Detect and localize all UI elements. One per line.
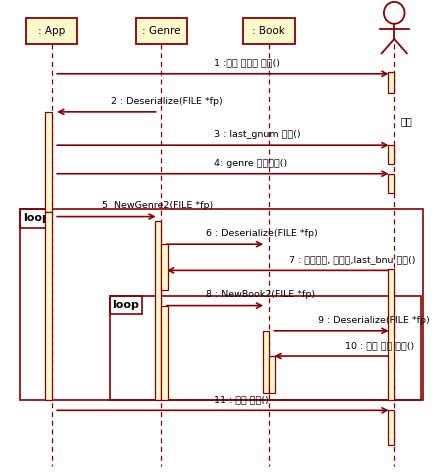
Text: 9 : Deserialize(FILE *fp): 9 : Deserialize(FILE *fp) bbox=[318, 316, 430, 325]
Bar bbox=[388, 145, 394, 164]
Text: loop: loop bbox=[23, 213, 50, 224]
Bar bbox=[20, 209, 52, 228]
Bar bbox=[45, 212, 52, 400]
Text: loop: loop bbox=[112, 300, 139, 310]
Bar bbox=[110, 296, 421, 400]
Text: 5  NewGenre2(FILE *fp): 5 NewGenre2(FILE *fp) bbox=[102, 201, 213, 210]
Bar bbox=[155, 221, 161, 400]
Bar bbox=[45, 112, 52, 212]
Bar bbox=[20, 209, 423, 400]
Bar bbox=[110, 296, 142, 314]
Text: 6 : Deserialize(FILE *fp): 6 : Deserialize(FILE *fp) bbox=[207, 229, 318, 238]
Bar bbox=[161, 306, 168, 400]
Text: 2 : Deserialize(FILE *fp): 2 : Deserialize(FILE *fp) bbox=[111, 97, 222, 106]
Text: 11 : 파일 닫기(): 11 : 파일 닫기() bbox=[214, 395, 269, 404]
Text: 파일: 파일 bbox=[401, 117, 413, 127]
Text: 7 : 장르번호, 장르명,last_bnu 읽기(): 7 : 장르번호, 장르명,last_bnu 읽기() bbox=[289, 255, 415, 264]
Text: : Genre: : Genre bbox=[142, 26, 181, 36]
Text: 4: genre 개수읽기(): 4: genre 개수읽기() bbox=[214, 159, 287, 168]
Bar bbox=[243, 18, 295, 44]
Bar bbox=[26, 18, 78, 44]
Bar bbox=[263, 331, 269, 393]
Text: 3 : last_gnum 읽기(): 3 : last_gnum 읽기() bbox=[214, 130, 301, 139]
Text: 8 : NewBook2(FILE *fp): 8 : NewBook2(FILE *fp) bbox=[207, 290, 315, 299]
Text: : Book: : Book bbox=[252, 26, 285, 36]
Bar bbox=[388, 72, 394, 93]
Bar bbox=[135, 18, 187, 44]
Bar bbox=[269, 356, 275, 393]
Bar bbox=[388, 269, 394, 400]
Text: 1 :읽기 모드로 열기(): 1 :읽기 모드로 열기() bbox=[214, 59, 280, 68]
Bar bbox=[388, 174, 394, 193]
Bar bbox=[161, 244, 168, 290]
Text: 10 : 도서 정보 읽기(): 10 : 도서 정보 읽기() bbox=[345, 341, 414, 350]
Text: : App: : App bbox=[38, 26, 65, 36]
Bar bbox=[388, 410, 394, 445]
